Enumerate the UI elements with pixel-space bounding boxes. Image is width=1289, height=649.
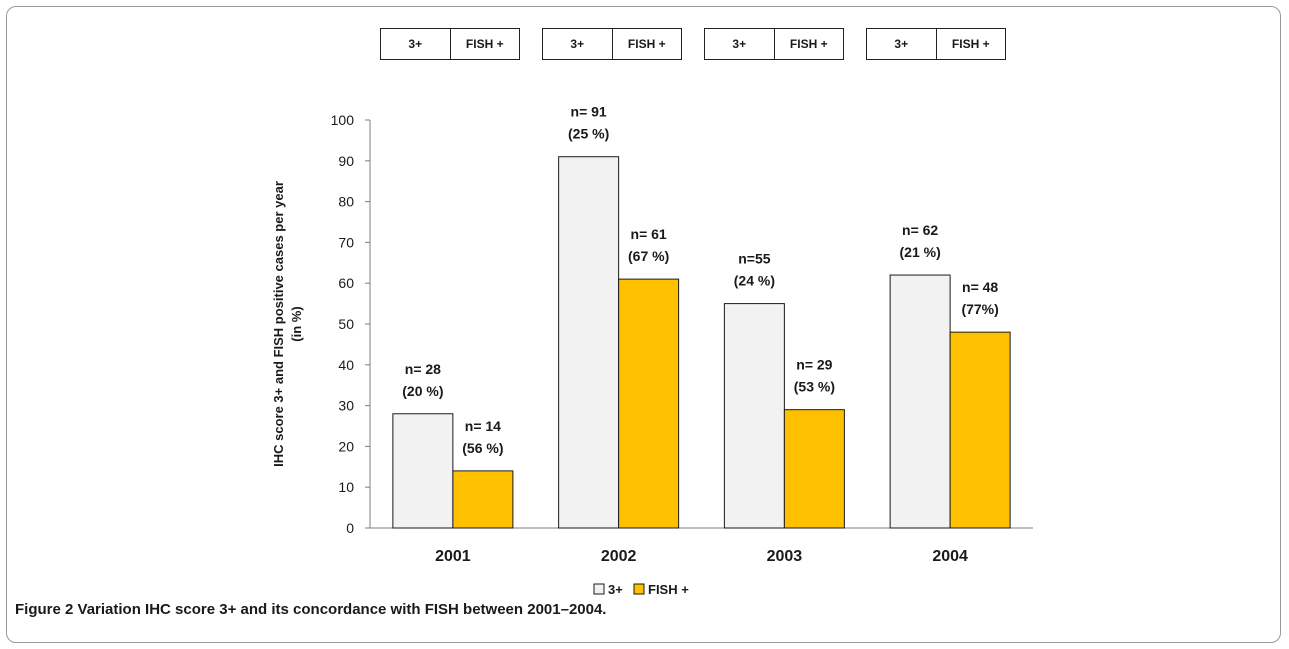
- data-label: (67 %): [628, 248, 669, 264]
- legend-swatch-3plus: [593, 583, 605, 595]
- data-label: n=55: [738, 251, 771, 267]
- bar-3plus: [723, 303, 785, 529]
- data-label: n= 28: [405, 361, 441, 377]
- header-box-2002: 3+ FISH +: [542, 28, 682, 60]
- data-label: n= 61: [631, 226, 667, 242]
- y-tick-label: 10: [338, 479, 354, 495]
- header-box-3plus: 3+: [570, 37, 585, 51]
- y-tick-label: 100: [331, 112, 355, 128]
- figure-label: Figure 2: [15, 601, 74, 618]
- y-tick-label: 70: [338, 234, 354, 250]
- y-axis-label: (in %): [289, 306, 304, 341]
- data-label: (20 %): [402, 383, 443, 399]
- header-box-2003: 3+ FISH +: [704, 28, 844, 60]
- legend-label: 3+: [608, 582, 623, 597]
- x-tick-label: 2004: [932, 548, 968, 565]
- x-tick-label: 2003: [767, 548, 803, 565]
- data-label: n= 14: [465, 418, 501, 434]
- bar-fish: [452, 470, 514, 529]
- legend-label: FISH +: [648, 582, 689, 597]
- data-label: n= 91: [571, 104, 607, 120]
- data-label: (21 %): [900, 244, 941, 260]
- y-tick-label: 60: [338, 275, 354, 291]
- bar-3plus: [889, 274, 951, 529]
- bar-fish: [949, 331, 1011, 529]
- y-tick-label: 0: [346, 520, 354, 536]
- y-axis-label: IHC score 3+ and FISH positive cases per…: [271, 181, 286, 467]
- x-tick-label: 2001: [435, 548, 471, 565]
- figure-frame: [6, 6, 1281, 643]
- data-label: (56 %): [462, 440, 503, 456]
- header-legend-boxes: 3+ FISH + 3+ FISH + 3+ FISH + 3+ FISH +: [380, 28, 1020, 62]
- header-box-fish: FISH +: [449, 29, 520, 59]
- data-label: (25 %): [568, 126, 609, 142]
- figure-caption-text: Variation IHC score 3+ and its concordan…: [73, 601, 607, 618]
- data-label: n= 48: [962, 279, 998, 295]
- y-tick-label: 20: [338, 438, 354, 454]
- x-tick-label: 2002: [601, 548, 637, 565]
- data-label: (77%): [961, 301, 998, 317]
- header-box-fish: FISH +: [611, 29, 682, 59]
- y-tick-label: 80: [338, 194, 354, 210]
- y-tick-label: 30: [338, 398, 354, 414]
- header-box-3plus: 3+: [408, 37, 423, 51]
- bar-3plus: [392, 413, 454, 529]
- figure-caption: Figure 2 Variation IHC score 3+ and its …: [15, 601, 606, 618]
- header-box-2004: 3+ FISH +: [866, 28, 1006, 60]
- bar-3plus: [558, 156, 620, 529]
- y-tick-label: 40: [338, 357, 354, 373]
- header-box-3plus: 3+: [894, 37, 909, 51]
- bar-fish: [783, 409, 845, 529]
- data-label: (53 %): [794, 379, 835, 395]
- header-box-fish: FISH +: [935, 29, 1006, 59]
- legend-swatch-fish: [633, 583, 645, 595]
- data-label: (24 %): [734, 273, 775, 289]
- header-box-2001: 3+ FISH +: [380, 28, 520, 60]
- header-box-3plus: 3+: [732, 37, 747, 51]
- y-tick-label: 50: [338, 316, 354, 332]
- data-label: n= 62: [902, 222, 938, 238]
- data-label: n= 29: [796, 357, 832, 373]
- header-box-fish: FISH +: [773, 29, 844, 59]
- y-tick-label: 90: [338, 153, 354, 169]
- bar-chart: 0 10 20 30 40 50 60 70 80 90 100 IHC score 3+ and F…: [271, 104, 1033, 597]
- bar-fish: [618, 278, 680, 529]
